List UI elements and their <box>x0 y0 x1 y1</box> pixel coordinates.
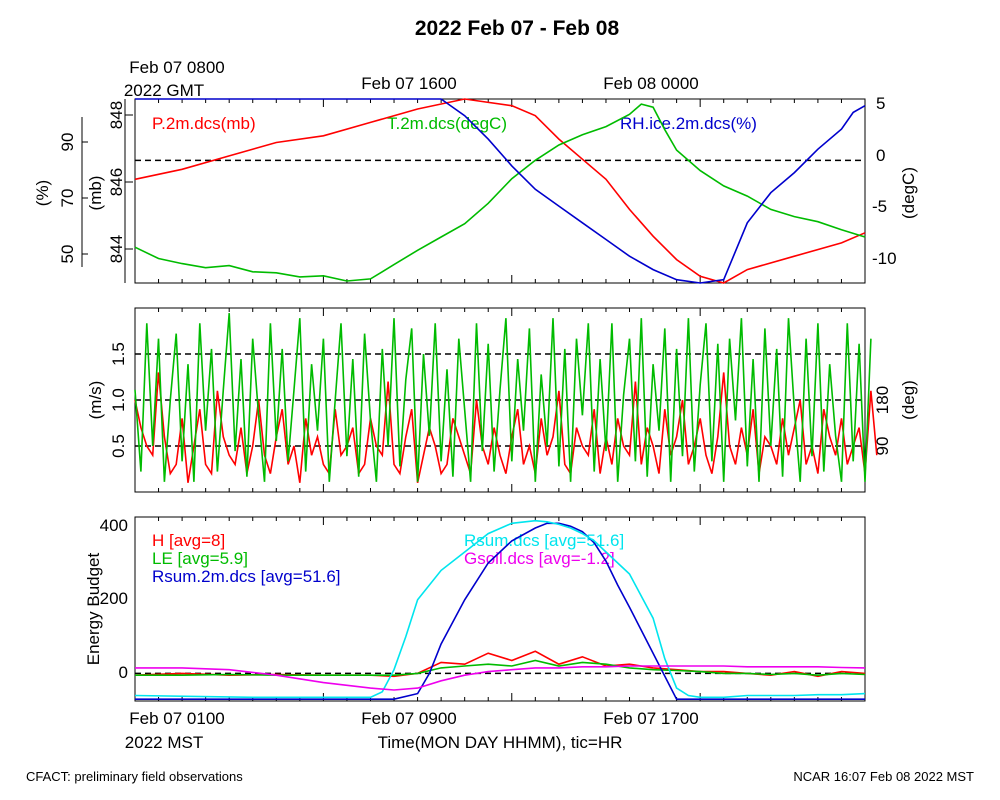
legend-rsum-2m: Rsum.2m.dcs [avg=51.6] <box>152 567 341 586</box>
degc-axis-label: (degC) <box>899 167 918 219</box>
pct-axis-label: (%) <box>33 180 52 206</box>
bottom-tick-0: Feb 07 0100 <box>129 709 224 728</box>
pct-tick-70: 70 <box>58 189 77 208</box>
series-line-rsum-2m-dcs-avg-51-6 <box>135 522 865 701</box>
degc-tick-m10: -10 <box>872 249 897 268</box>
top-tick-2: Feb 08 0000 <box>603 74 698 93</box>
legend-rsum: Rsum.dcs [avg=51.6] <box>464 531 624 550</box>
panel-1-degc-axis: 5 0 -5 -10 (degC) <box>872 94 918 268</box>
legend-le: LE [avg=5.9] <box>152 549 248 568</box>
legend-gsoil: Gsoil.dcs [avg=-1.2] <box>464 549 615 568</box>
series-line-dir-2m-dcs-deg <box>134 313 872 482</box>
series-line-gsoil-dcs-avg-1-2 <box>135 665 866 691</box>
degc-tick-5: 5 <box>876 94 885 113</box>
mb-tick-848: 848 <box>107 101 126 129</box>
series-line-rh-ice-2m-dcs <box>135 98 866 284</box>
panel-2-ms-axis: 0.5 1.0 1.5 (m/s) <box>86 342 128 458</box>
top-tick-0: Feb 07 0800 <box>129 58 224 77</box>
series-line-t-2m-dcs-degc <box>134 103 866 282</box>
chart-title: 2022 Feb 07 - Feb 08 <box>415 17 620 40</box>
bottom-tick-2: Feb 07 1700 <box>603 709 698 728</box>
panel-1-pct-axis: 50 70 90 (%) <box>33 117 88 267</box>
mb-tick-844: 844 <box>107 235 126 263</box>
panel-2-deg-axis: 90 180 (deg) <box>873 380 918 455</box>
top-tz-label: 2022 GMT <box>124 81 204 100</box>
mb-tick-846: 846 <box>107 168 126 196</box>
deg-axis-label: (deg) <box>899 380 918 420</box>
top-tick-1: Feb 07 1600 <box>361 74 456 93</box>
legend-pressure: P.2m.dcs(mb) <box>152 114 256 133</box>
degc-tick-0: 0 <box>876 146 885 165</box>
series-line-p-2m-dcs-mb <box>134 98 866 284</box>
panel-3-energy-axis: 0 200 400 Energy Budget <box>84 516 128 682</box>
energy-tick-0: 0 <box>119 663 128 682</box>
pct-tick-50: 50 <box>58 245 77 264</box>
panel-1-mb-axis: 844 846 848 (mb) <box>86 99 133 283</box>
footer-left: CFACT: preliminary field observations <box>26 769 243 784</box>
energy-axis-label: Energy Budget <box>84 552 103 665</box>
ms-tick-0.5: 0.5 <box>109 434 128 458</box>
panel-3-frame <box>134 516 866 702</box>
series-line-rsum-dcs-avg-51-6 <box>134 519 866 699</box>
mb-axis-label: (mb) <box>86 176 105 211</box>
pct-tick-90: 90 <box>58 133 77 152</box>
legend-temperature: T.2m.dcs(degC) <box>387 114 507 133</box>
bottom-tick-1: Feb 07 0900 <box>361 709 456 728</box>
ms-tick-1.5: 1.5 <box>109 342 128 366</box>
legend-rh-ice: RH.ice.2m.dcs(%) <box>620 114 757 133</box>
bottom-tz-label: 2022 MST <box>125 733 203 752</box>
series-line-le-avg-5-9 <box>135 659 866 677</box>
ms-tick-1.0: 1.0 <box>109 388 128 412</box>
deg-tick-180: 180 <box>873 386 892 414</box>
chart-marks <box>134 98 878 701</box>
legend-h: H [avg=8] <box>152 531 225 550</box>
deg-tick-90: 90 <box>873 437 892 456</box>
ms-axis-label: (m/s) <box>86 381 105 420</box>
series-line-spd-2m-dcs-m-s <box>134 372 878 483</box>
series-line-h-avg-8 <box>134 650 866 678</box>
footer-right: NCAR 16:07 Feb 08 2022 MST <box>793 769 974 784</box>
panel-1-frame <box>134 98 866 284</box>
x-axis-label: Time(MON DAY HHMM), tic=HR <box>378 733 623 752</box>
energy-tick-400: 400 <box>100 516 128 535</box>
degc-tick-m5: -5 <box>872 197 887 216</box>
energy-tick-200: 200 <box>100 589 128 608</box>
